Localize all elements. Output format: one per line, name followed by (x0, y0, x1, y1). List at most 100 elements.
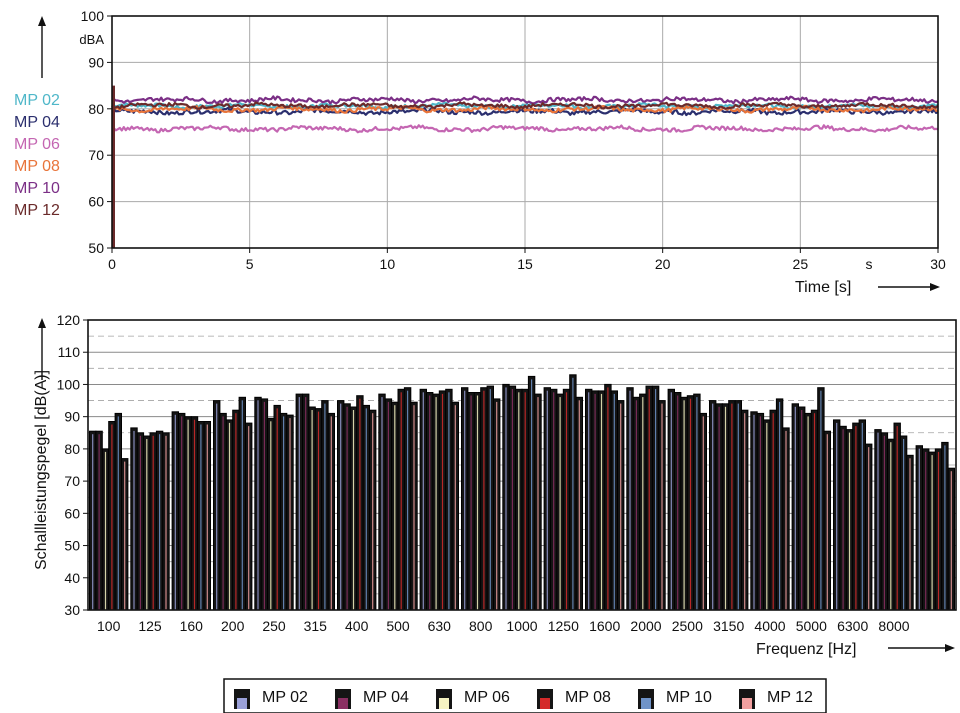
x-tick-label: 200 (221, 618, 245, 634)
bar-color-stripe (413, 405, 415, 610)
bar-color-stripe (661, 403, 663, 610)
bar-color-stripe (372, 413, 374, 610)
y-axis-arrow-head (38, 318, 46, 328)
bar-color-stripe (228, 422, 231, 610)
x-tick-label: 5000 (796, 618, 827, 634)
bar-color-stripe (270, 421, 272, 610)
bar-color-stripe (139, 435, 141, 610)
bar-color-stripe (511, 389, 513, 610)
bar-color-stripe (200, 424, 202, 610)
x-tick-label: 0 (108, 256, 116, 272)
x-tick-label: 15 (517, 256, 533, 272)
bar-color-stripe (794, 406, 796, 610)
bar-color-stripe (842, 429, 844, 610)
legend-swatch-color (641, 698, 651, 709)
bar-color-stripe (340, 403, 342, 610)
bar-color-stripe (785, 430, 787, 610)
bar-color-stripe (731, 403, 733, 610)
y-tick-label: 110 (58, 344, 81, 360)
x-tick-label: 1000 (506, 618, 537, 634)
spectrum-chart: 30 40 50 60 70 80 90 100 110 120 100 125 160 200 250 31… (33, 312, 957, 713)
legend-label-mp-10: MP 10 (14, 180, 60, 197)
bar-color-stripe (298, 397, 300, 610)
series-line-mp-06 (111, 124, 939, 134)
bar-color-stripe (724, 406, 727, 610)
bar-color-stripe (263, 401, 265, 610)
x-unit-mark: s (866, 256, 873, 272)
bar-color-stripe (950, 471, 952, 610)
bar-color-stripe (801, 410, 803, 610)
bar-color-stripe (909, 458, 911, 610)
bar-color-stripe (422, 392, 424, 610)
bar-color-stripe (206, 424, 208, 610)
bar-color-stripe (441, 393, 444, 610)
bar-color-stripe (712, 403, 714, 610)
bar-color-stripe (394, 405, 396, 610)
x-tick-label: 500 (386, 618, 410, 634)
y-tick-label: 100 (81, 8, 105, 24)
bar-color-stripe (489, 389, 491, 610)
x-tick-label: 125 (138, 618, 162, 634)
series-line-mp-12 (111, 101, 939, 110)
bar-color-stripe (181, 416, 183, 610)
bar-color-stripe (124, 461, 126, 610)
bar-color-stripe (944, 445, 946, 610)
y-tick-label: 90 (64, 409, 80, 425)
bar-color-stripe (531, 379, 533, 610)
bar-color-stripe (524, 392, 526, 610)
bar-color-stripe (607, 387, 609, 610)
bar-color-stripe (918, 448, 920, 610)
bar-color-stripe (683, 400, 685, 610)
bar-color-stripe (629, 390, 631, 610)
x-tick-label: 10 (380, 256, 396, 272)
x-tick-label: 800 (469, 618, 493, 634)
x-axis-arrow-head (945, 644, 955, 652)
bar-color-stripe (779, 401, 781, 610)
bar-color-stripe (826, 434, 828, 610)
legend-label-mp-04: MP 04 (363, 689, 409, 706)
bar-color-stripe (883, 435, 885, 610)
y-tick-label: 120 (57, 312, 81, 328)
plot-frame (87, 319, 957, 611)
bar-color-stripe (174, 414, 176, 610)
legend-label-mp-12: MP 12 (14, 202, 60, 219)
bar-color-stripe (702, 416, 704, 610)
x-tick-label: 3150 (713, 618, 744, 634)
y-tick-label: 80 (88, 101, 104, 117)
bar-color-stripe (594, 393, 596, 610)
bar-color-stripe (903, 439, 905, 610)
bar-color-stripe (222, 416, 224, 610)
bar-color-stripe (670, 392, 672, 610)
x-tick-label: 1250 (548, 618, 579, 634)
bar-color-stripe (861, 422, 863, 610)
bar-color-stripe (518, 392, 520, 610)
bar-color-stripe (744, 413, 746, 610)
legend: MP 02 MP 04 MP 06 MP 08 MP 10 MP 12 (223, 678, 827, 713)
y-tick-label: 50 (88, 240, 104, 256)
bar-color-stripe (435, 397, 437, 610)
bar-color-stripe (317, 411, 320, 610)
x-tick-label: 25 (793, 256, 809, 272)
bar-color-stripe (248, 426, 250, 610)
bar-color-stripe (400, 392, 402, 610)
x-tick-label: 8000 (878, 618, 909, 634)
bar-color-stripe (877, 432, 879, 610)
bar-color-stripe (454, 405, 456, 610)
x-tick-label: 160 (180, 618, 204, 634)
bar-color-stripe (635, 400, 637, 610)
x-axis-label: Time [s] (795, 279, 851, 296)
y-tick-label: 60 (64, 505, 80, 521)
bar-color-stripe (848, 432, 851, 610)
legend-label-mp-08: MP 08 (14, 158, 60, 175)
bar-color-stripe (352, 410, 355, 610)
y-tick-label: 70 (64, 473, 80, 489)
x-tick-label: 400 (345, 618, 369, 634)
x-tick-label: 30 (930, 256, 946, 272)
bar-color-stripe (92, 434, 94, 610)
x-tick-label: 4000 (754, 618, 785, 634)
x-tick-label: 6300 (837, 618, 868, 634)
bar-color-stripe (330, 416, 332, 610)
bar-color-stripe (836, 422, 838, 610)
x-tick-label: 2500 (672, 618, 703, 634)
bar-color-stripe (193, 419, 196, 610)
